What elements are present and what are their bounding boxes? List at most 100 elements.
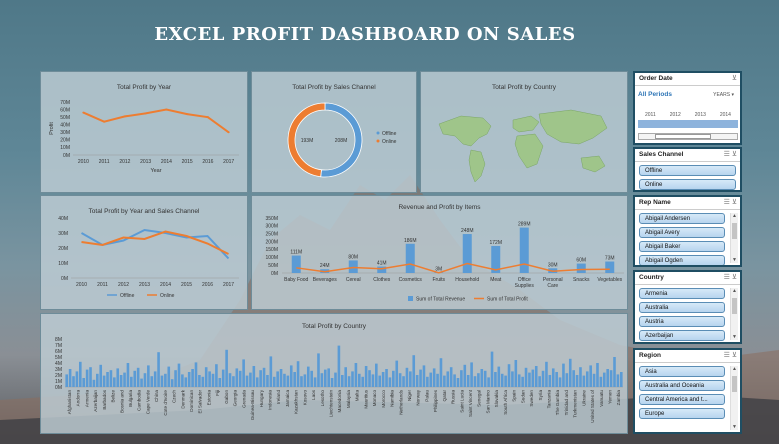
slicer-item[interactable]: Asia [639, 366, 725, 377]
bar-country [344, 367, 348, 387]
time-level-dropdown[interactable]: YEARS ▾ [713, 92, 734, 98]
world-map [438, 109, 608, 183]
bar-country [483, 370, 487, 387]
slicer-scrollbar[interactable] [730, 288, 738, 340]
bar-country [245, 375, 249, 387]
chart-revenue-profit-items[interactable]: Revenue and Profit by Items 0M 50M 100M 150… [251, 195, 628, 310]
bar-country [283, 373, 286, 387]
bar-revenue [519, 227, 529, 273]
bar-country [354, 363, 358, 387]
bar-country [85, 369, 89, 387]
legend-entry: Offline [382, 131, 397, 137]
slicer-item[interactable]: Abigail Baker [639, 241, 725, 252]
y-tick-label: 2M [55, 373, 62, 379]
bar-country [323, 369, 327, 387]
bar-country [558, 377, 562, 387]
timeline-scrollbar[interactable] [638, 133, 738, 140]
timeline-bar[interactable] [638, 120, 738, 128]
slicer-item[interactable]: Australia and Oceania [639, 380, 725, 391]
chart-profit-by-year-channel[interactable]: Total Profit by Year and Sales Channel 0… [40, 195, 248, 310]
x-tick-label: Jamaica [285, 390, 290, 408]
slicer-item[interactable]: Armenia [639, 288, 725, 299]
bar-country [358, 373, 361, 387]
y-tick-label: 50M [60, 115, 70, 121]
bar-country [320, 373, 324, 387]
slicer-title: Country [639, 274, 664, 281]
bar-country [68, 369, 72, 387]
x-tick-label: Turkmenistan [573, 390, 578, 418]
data-point [186, 113, 189, 116]
y-tick-label: 1M [55, 379, 62, 385]
slicer-country[interactable]: Country ☰ ⊻ Armenia Australia Austria Az… [633, 270, 742, 344]
chart-profit-by-country-map[interactable]: Total Profit by Country [420, 71, 628, 193]
x-tick-label: Yemen [608, 390, 613, 405]
y-tick-label: 10M [60, 145, 70, 151]
data-label: 186M [404, 238, 417, 244]
slicer-item-online[interactable]: Online [639, 179, 736, 190]
x-tick-label: Netherlands [398, 389, 403, 414]
data-label: 172M [489, 240, 502, 246]
data-label: 24M [320, 263, 330, 269]
timeline-year-label: 2014 [719, 112, 731, 118]
multi-select-icon[interactable]: ☰ ⊻ [723, 199, 737, 206]
bar-country [619, 372, 623, 387]
legend-entry: Online [382, 139, 397, 145]
slicer-item[interactable]: Abigail Ogden [639, 255, 725, 265]
x-tick-label: 2016 [202, 282, 213, 288]
slicer-rep-name[interactable]: Rep Name ☰ ⊻ Abigail Andersen Abigail Av… [633, 195, 742, 267]
bar-revenue [605, 261, 615, 273]
y-tick-label: 8M [55, 337, 62, 343]
bar-country [439, 358, 443, 387]
bar-country [238, 370, 242, 387]
bar-country [480, 369, 484, 387]
bar-country [609, 370, 613, 387]
bar-revenue [377, 266, 387, 273]
y-tick-label: 100M [265, 255, 278, 261]
bar-country [266, 375, 269, 387]
bar-country [79, 361, 82, 387]
chart-profit-by-year[interactable]: Total Profit by Year 0M 10M 20M 30M 40M 50M 60… [40, 71, 248, 193]
bar-country [201, 376, 205, 387]
bar-country [592, 373, 596, 387]
slicer-item[interactable]: Central America and t... [639, 394, 725, 405]
slicer-item-offline[interactable]: Offline [639, 165, 736, 176]
multi-select-icon[interactable]: ☰ ⊻ [723, 151, 737, 158]
series-line-online [81, 230, 229, 255]
clear-filter-icon[interactable]: ⊻ [731, 75, 737, 82]
multi-select-icon[interactable]: ☰ ⊻ [723, 352, 737, 359]
chart-title: Revenue and Profit by Items [398, 204, 481, 211]
bar-country [602, 372, 606, 387]
bar-country [524, 367, 528, 387]
slicer-item[interactable]: Australia [639, 302, 725, 313]
slicer-scrollbar[interactable] [730, 213, 738, 263]
slicer-sales-channel[interactable]: Sales Channel ☰ ⊻ Offline Online [633, 147, 742, 192]
multi-select-icon[interactable]: ☰ ⊻ [723, 274, 737, 281]
chart-profit-by-country-bar[interactable]: Total Profit by Country 0M 1M 2M 3M 4M 5M 6M 7M… [40, 313, 628, 434]
bar-country [392, 370, 395, 387]
slicer-region[interactable]: Region ☰ ⊻ Asia Australia and Oceania Ce… [633, 348, 742, 434]
bar-country [463, 364, 467, 387]
legend-entry: Offline [120, 293, 135, 299]
slicer-item[interactable]: Abigail Andersen [639, 213, 725, 224]
slicer-item[interactable]: Europe [639, 408, 725, 419]
slicer-item[interactable]: Azerbaijan [639, 330, 725, 341]
slicer-scrollbar[interactable] [730, 366, 738, 430]
bar-country [96, 373, 99, 387]
x-tick-label: South Africa [503, 390, 508, 415]
bar-country [385, 369, 388, 387]
x-tick-label: Vanuatu [599, 390, 604, 407]
x-tick-label: Care [547, 283, 558, 289]
slicer-item[interactable]: Abigail Avery [639, 227, 725, 238]
data-label: 73M [605, 256, 615, 262]
x-tick-label: Kosovo [302, 390, 307, 406]
y-tick-label: 0M [55, 385, 62, 391]
chart-profit-by-channel[interactable]: Total Profit by Sales Channel 208M 193M Of… [251, 71, 417, 193]
bar-country [446, 371, 450, 387]
x-tick-label: Vegetables [597, 277, 622, 283]
slicer-item[interactable]: Austria [639, 316, 725, 327]
slicer-order-date[interactable]: Order Date ⊻ All Periods YEARS ▾ 2011 201… [633, 71, 742, 145]
x-tick-label: Slovakia [494, 390, 499, 408]
bar-country [72, 376, 75, 387]
period-selection[interactable]: All Periods [638, 91, 672, 98]
bar-country [589, 365, 592, 387]
